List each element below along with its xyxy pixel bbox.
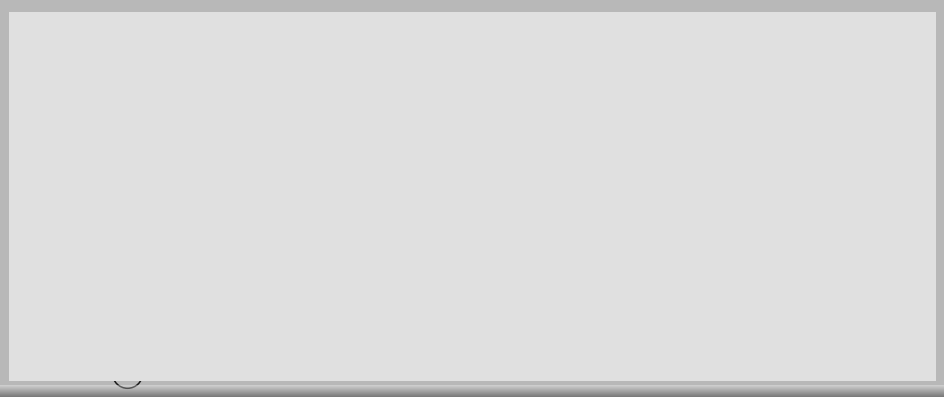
Text: 0 and -3/8: 0 and -3/8 — [156, 287, 227, 301]
Text: $f(x) \equiv$: $f(x) \equiv$ — [150, 149, 208, 172]
Text: Consider the equation below, what is the value of the limit of f(x) as x: Consider the equation below, what is the… — [113, 12, 581, 25]
Text: 0 and infinity: 0 and infinity — [156, 326, 247, 341]
Text: -3/8 andinfinity: -3/8 andinfinity — [156, 243, 261, 257]
Text: 0 and 3/8: 0 and 3/8 — [156, 366, 222, 380]
Text: $x^5 - x^4 - 2x^3$: $x^5 - x^4 - 2x^3$ — [409, 99, 535, 121]
Text: $x^4 - 3x^3 - x^2 + 3x$: $x^4 - 3x^3 - x^2 + 3x$ — [384, 202, 560, 224]
Text: approaches a, if f has removable discontinuities at x = 0 and at x = -1. *: approaches a, if f has removable discont… — [113, 56, 598, 69]
